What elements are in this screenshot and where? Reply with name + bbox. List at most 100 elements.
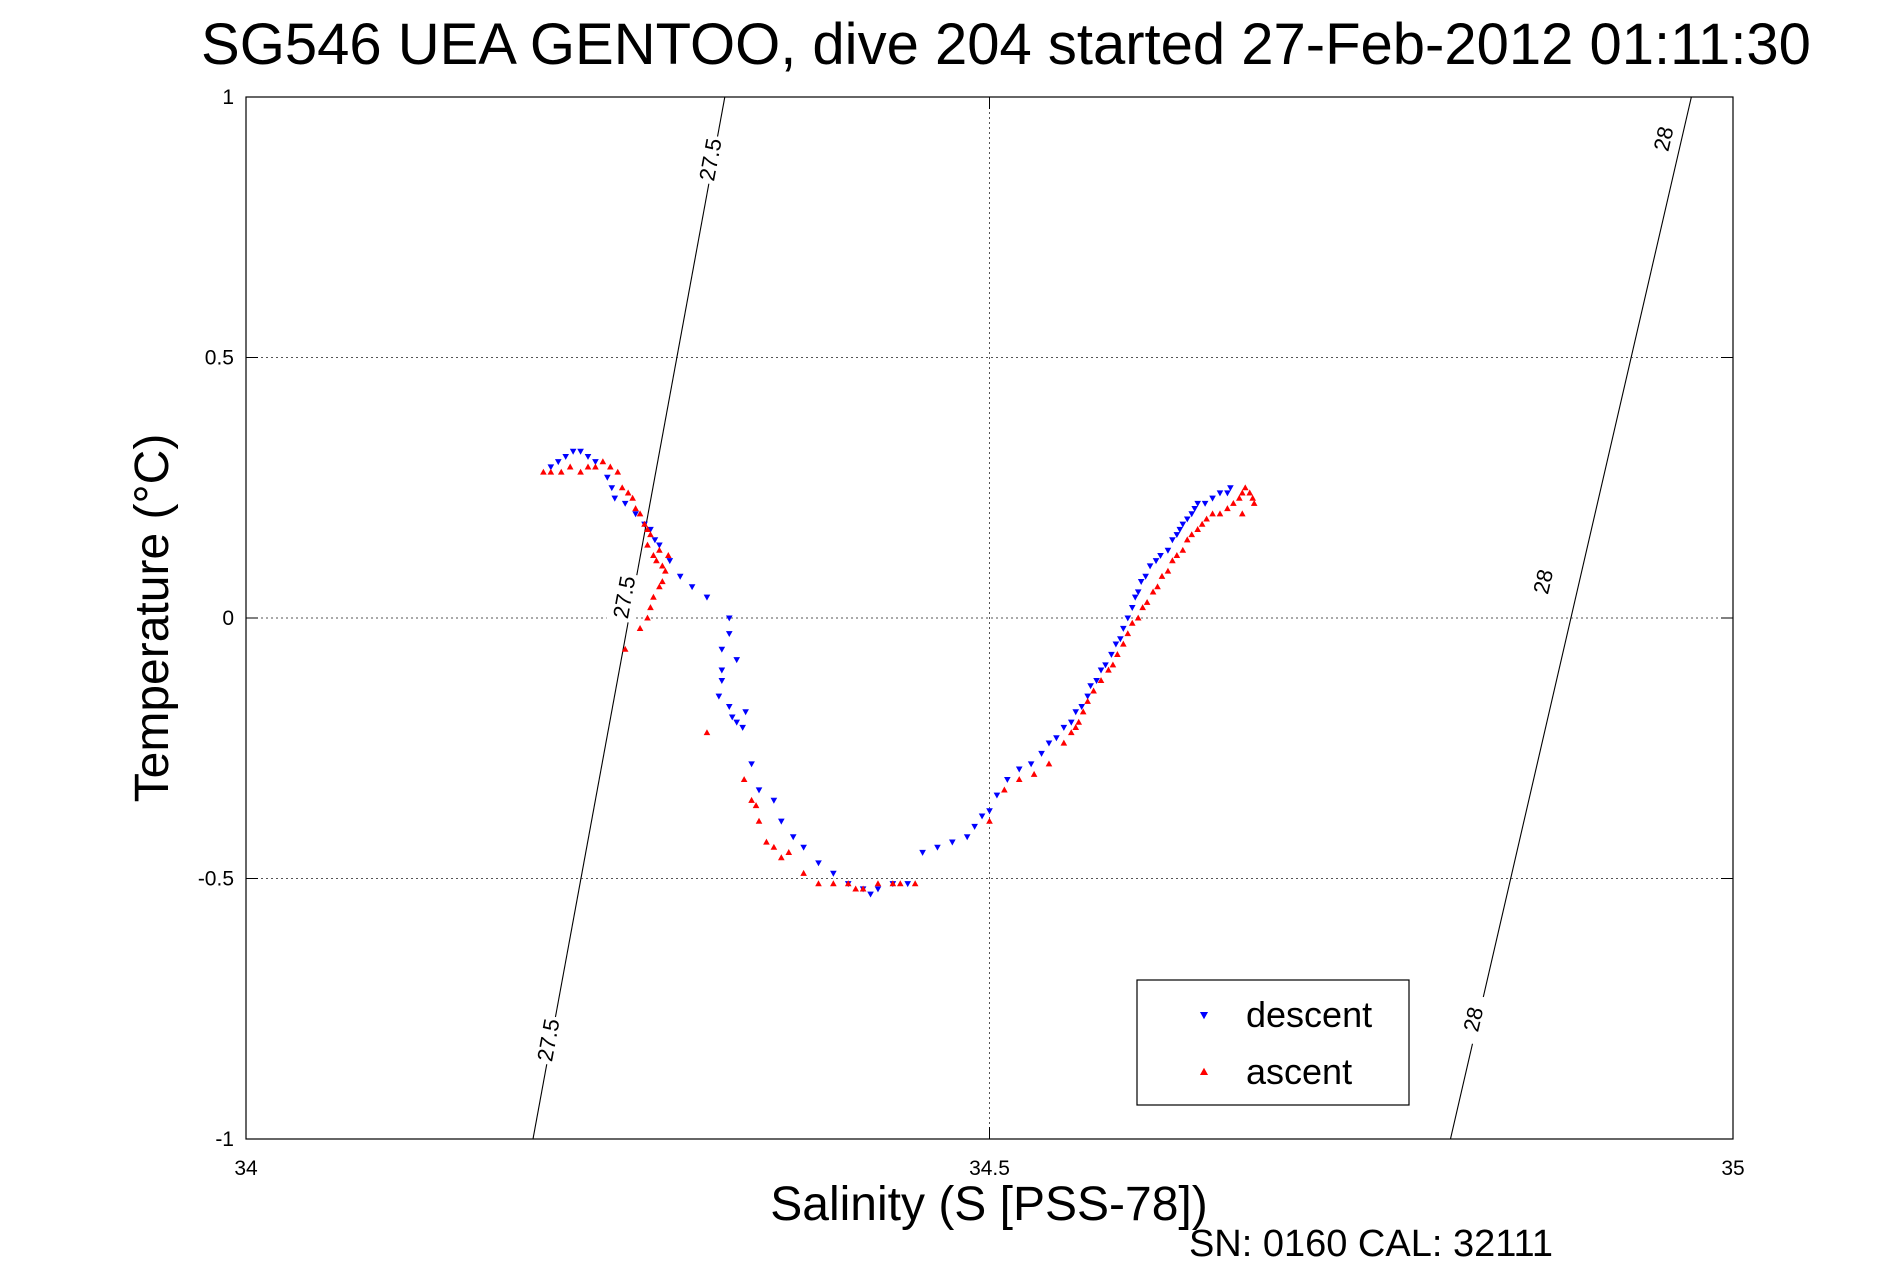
ascent-point (647, 604, 654, 611)
descent-point (1060, 724, 1068, 731)
descent-point (656, 542, 663, 549)
ascent-point (584, 463, 592, 470)
descent-point (986, 808, 993, 815)
grid-lines (246, 97, 1733, 1139)
ascent-point (647, 531, 654, 538)
descent-point (1027, 761, 1035, 768)
ascent-point (815, 880, 822, 887)
contour-label-gap (1524, 555, 1561, 608)
ascent-point (1001, 786, 1008, 793)
ascent-point (644, 614, 651, 621)
ascent-point (1114, 651, 1121, 658)
descent-point (1087, 683, 1094, 690)
ascent-point (1109, 661, 1117, 668)
descent-point (1004, 776, 1011, 783)
isopycnal-label-text: 27.5 (694, 136, 726, 183)
ascent-point (632, 505, 639, 512)
ascent-point (1250, 499, 1258, 506)
descent-point (978, 813, 986, 820)
descent-point (733, 657, 741, 664)
ascent-point (1209, 510, 1216, 517)
ascent-point (644, 541, 651, 548)
descent-point (577, 448, 584, 455)
ascent-point (618, 484, 626, 491)
descent-point (728, 714, 736, 721)
isopycnal-label-text: 27.5 (608, 574, 640, 621)
ascent-point (844, 880, 852, 887)
contour-label-gap (530, 1014, 565, 1066)
contour-label-gap (692, 133, 728, 186)
ascent-point (785, 849, 793, 855)
density-contours: 27.5 27.5 27.5 28 28 28 (530, 96, 1692, 1140)
descent-point (1053, 735, 1060, 742)
ascent-point (540, 468, 547, 475)
descent-point (1067, 719, 1075, 726)
ascent-point (1188, 531, 1196, 538)
descent-point (1176, 526, 1184, 533)
ascent-point (896, 880, 904, 887)
ascent-point (1120, 640, 1127, 647)
axis-ticks: 34 34.5 35 -1 -0.5 0 0.5 1 (198, 86, 1745, 1180)
descent-point (1134, 589, 1142, 596)
ascent-point (1139, 604, 1146, 611)
ascent-point (1198, 520, 1206, 527)
descent-point (755, 787, 763, 794)
ascent-point (1060, 739, 1068, 746)
x-tick-label: 34.5 (969, 1157, 1010, 1180)
descent-point (651, 537, 659, 544)
ascent-point (740, 776, 748, 783)
descent-point (1038, 750, 1045, 757)
ascent-point (1173, 552, 1181, 559)
isopycnal-label-text: 27.5 (532, 1017, 564, 1064)
ascent-point (859, 885, 867, 892)
descent-point (1078, 704, 1086, 710)
ascent-point (874, 880, 882, 887)
descent-point (1146, 563, 1154, 570)
descent-point (718, 677, 726, 684)
ascent-point (1072, 723, 1080, 730)
y-tick-label: 0.5 (205, 347, 234, 370)
descent-point (904, 881, 912, 888)
legend-marker-descent (1199, 1011, 1209, 1020)
descent-point (1045, 740, 1053, 747)
legend-box (1136, 979, 1410, 1106)
descent-point (874, 886, 882, 893)
ascent-point (800, 869, 807, 876)
contour-label-gap (1454, 992, 1491, 1046)
descent-point (934, 844, 941, 851)
ascent-point (1149, 588, 1157, 595)
descent-point (611, 495, 619, 502)
ascent-point (1158, 572, 1166, 579)
ascent-point (1084, 697, 1091, 704)
contour-label-gap (606, 571, 641, 624)
descent-point (748, 761, 755, 768)
descent-point (1224, 490, 1231, 497)
y-tick-label: 1 (222, 86, 234, 109)
legend-marker-ascent (1199, 1067, 1209, 1076)
ascent-point (1067, 729, 1075, 736)
ascent-point (1124, 630, 1132, 637)
ascent-point (1224, 505, 1231, 512)
ascent-point (1236, 494, 1243, 501)
ascent-point (1079, 708, 1087, 715)
descent-point (770, 797, 778, 804)
isopycnal-label: 28 (1524, 555, 1561, 608)
ascent-point (1090, 687, 1097, 694)
descent-point (1164, 547, 1172, 554)
ascent-point (1230, 499, 1237, 506)
ascent-point (1194, 526, 1201, 532)
ascent-point (752, 802, 760, 809)
descent-point (1072, 709, 1080, 716)
ascent-point (650, 593, 657, 600)
ascent-point (852, 885, 859, 892)
x-tick-label: 34 (234, 1157, 258, 1180)
chart-title: SG546 UEA GENTOO, dive 204 started 27-Fe… (201, 12, 1811, 77)
ascent-point (662, 567, 669, 574)
descent-point (592, 459, 599, 466)
ascent-point (1143, 598, 1151, 605)
data-points (540, 448, 1258, 898)
descent-point (1128, 605, 1136, 611)
descent-point (666, 558, 674, 565)
ascent-point (830, 880, 837, 887)
ascent-point (566, 463, 574, 470)
